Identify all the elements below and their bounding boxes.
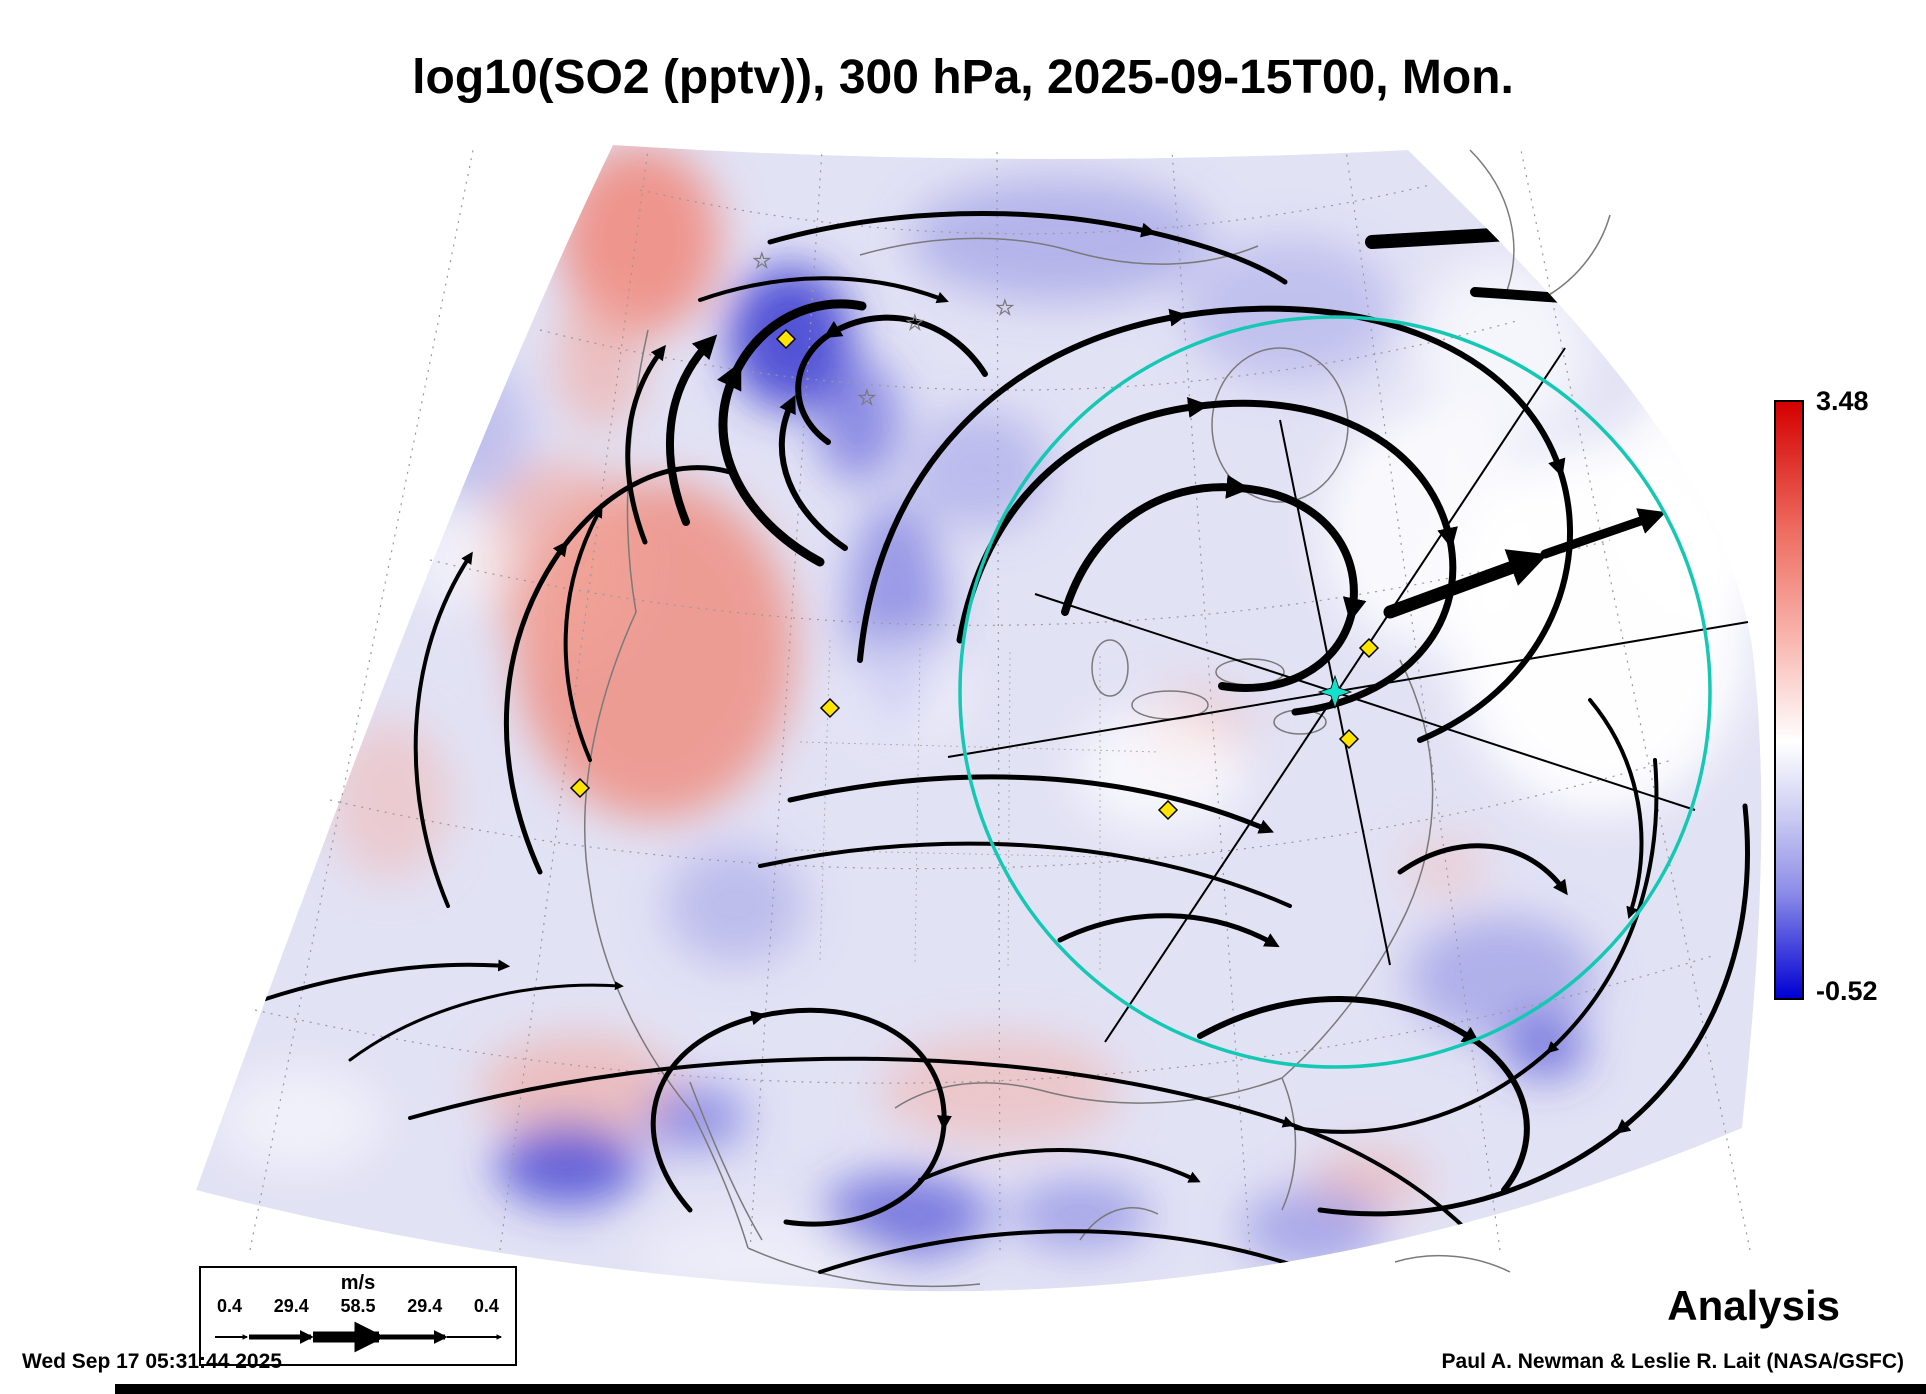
city-star-icon: ☆ [857, 385, 877, 410]
station-markers [569, 328, 1380, 821]
range-ring [958, 315, 1712, 1069]
station-diamond-marker [819, 697, 841, 719]
colorbar-max-label: 3.48 [1816, 386, 1869, 416]
wind-speed-arrow-scale [215, 1321, 503, 1353]
colorbar [1774, 400, 1804, 1000]
wind-legend-tick: 0.4 [473, 1296, 499, 1316]
wind-legend-units-label: m/s [340, 1272, 376, 1294]
wind-legend-tick: 0.4 [217, 1296, 243, 1316]
analysis-label: Analysis [1667, 1282, 1840, 1329]
wind-legend-tick: 29.4 [273, 1296, 309, 1316]
city-stars: ☆ ☆ ☆ ☆ [752, 248, 1015, 411]
footer-credit: Paul A. Newman & Leslie R. Lait (NASA/GS… [1441, 1350, 1904, 1373]
station-diamond-marker [1157, 799, 1179, 821]
station-diamond-marker [1338, 728, 1360, 750]
so2-field-layer [196, 145, 1762, 1292]
station-diamond-marker [1358, 637, 1380, 659]
wind-speed-legend: m/s 0.4 29.4 58.5 29.4 0.4 [199, 1266, 517, 1366]
plot-title: log10(SO2 (pptv)), 300 hPa, 2025-09-15T0… [412, 51, 1514, 104]
streamline-layer [243, 208, 1750, 1292]
city-star-icon: ☆ [995, 295, 1015, 320]
city-star-icon: ☆ [752, 248, 772, 273]
colorbar-min-label: -0.52 [1816, 976, 1878, 1006]
range-ring-center-star-icon [1317, 674, 1353, 710]
wind-legend-tick-row: 0.4 29.4 58.5 29.4 0.4 [201, 1296, 515, 1317]
wind-legend-tick: 58.5 [340, 1296, 376, 1316]
wind-legend-tick: 29.4 [407, 1296, 443, 1316]
station-diamond-marker [569, 777, 591, 799]
state-border-layer [794, 639, 1161, 970]
footer-timestamp: Wed Sep 17 05:31:44 2025 [22, 1350, 282, 1373]
bottom-border-bar [115, 1384, 1926, 1394]
station-diamond-marker [775, 328, 797, 350]
city-star-icon: ☆ [905, 310, 925, 335]
